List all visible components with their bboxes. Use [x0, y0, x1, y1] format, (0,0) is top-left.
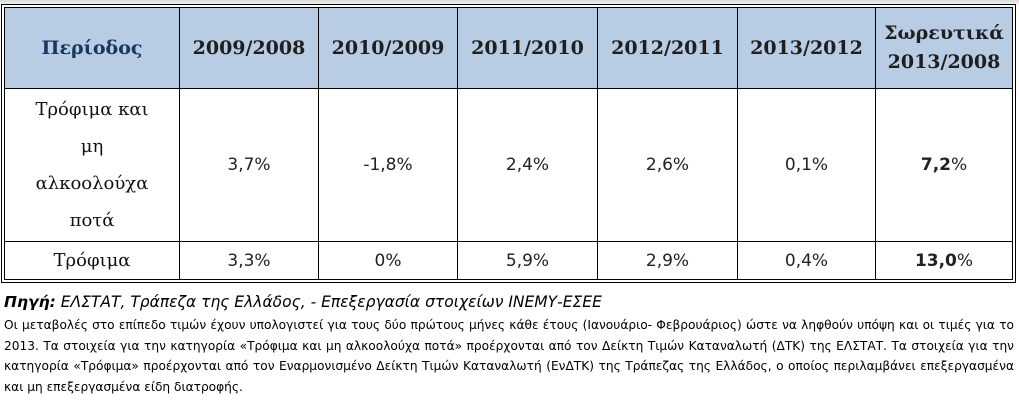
row-label-food-and-drinks: Τρόφιμα και μη αλκοολούχα ποτά [4, 88, 180, 242]
cumulative-value-cell: 7,2% [875, 88, 1013, 242]
source-prefix: Πηγή: [4, 293, 56, 311]
header-cumulative-line2: 2013/2008 [887, 51, 1001, 73]
header-cumulative: Σωρευτικά 2013/2008 [875, 7, 1013, 89]
header-period: Περίοδος [4, 7, 180, 89]
row-label-line: Τρόφιμα [53, 250, 131, 271]
value-cell: 3,3% [179, 241, 319, 280]
row-label-food: Τρόφιμα [4, 241, 180, 280]
header-2011-2010: 2011/2010 [457, 7, 598, 89]
value-cell: 2,6% [597, 88, 738, 242]
header-2009-2008: 2009/2008 [179, 7, 319, 89]
value-cell: 2,4% [457, 88, 598, 242]
value-cell: 0,4% [737, 241, 876, 280]
table-row: Τρόφιμα 3,3% 0% 5,9% 2,9% 0,4% 13,0% [4, 241, 1013, 280]
header-2010-2009: 2010/2009 [318, 7, 458, 89]
row-label-line: μη [80, 136, 104, 157]
row-label-line: ποτά [69, 210, 115, 231]
cumulative-unit: % [956, 250, 974, 271]
value-cell: -1,8% [318, 88, 458, 242]
cumulative-unit: % [950, 155, 968, 175]
value-cell: 3,7% [179, 88, 319, 242]
table-row: Τρόφιμα και μη αλκοολούχα ποτά 3,7% -1,8… [4, 88, 1013, 242]
cumulative-number: 13,0 [914, 250, 957, 271]
row-label-line: Τρόφιμα και [35, 99, 149, 120]
header-row: Περίοδος 2009/2008 2010/2009 2011/2010 2… [4, 7, 1013, 89]
methodology-note: Οι μεταβολές στο επίπεδο τιμών έχουν υπο… [4, 318, 1014, 394]
price-change-table: Περίοδος 2009/2008 2010/2009 2011/2010 2… [1, 4, 1016, 283]
row-label-line: αλκοολούχα [35, 173, 149, 194]
top-strip [0, 0, 1019, 6]
value-cell: 2,9% [597, 241, 738, 280]
cumulative-number: 7,2 [920, 155, 951, 175]
header-cumulative-line1: Σωρευτικά [884, 22, 1004, 44]
value-cell: 5,9% [457, 241, 598, 280]
header-2012-2011: 2012/2011 [597, 7, 738, 89]
value-cell: 0,1% [737, 88, 876, 242]
source-text: ΕΛΣΤΑΤ, Τράπεζα της Ελλάδος, - Επεξεργασ… [55, 293, 602, 311]
source-line: Πηγή: ΕΛΣΤΑΤ, Τράπεζα της Ελλάδος, - Επε… [4, 293, 602, 311]
value-cell: 0% [318, 241, 458, 280]
cumulative-value-cell: 13,0% [875, 241, 1013, 280]
header-2013-2012: 2013/2012 [737, 7, 876, 89]
